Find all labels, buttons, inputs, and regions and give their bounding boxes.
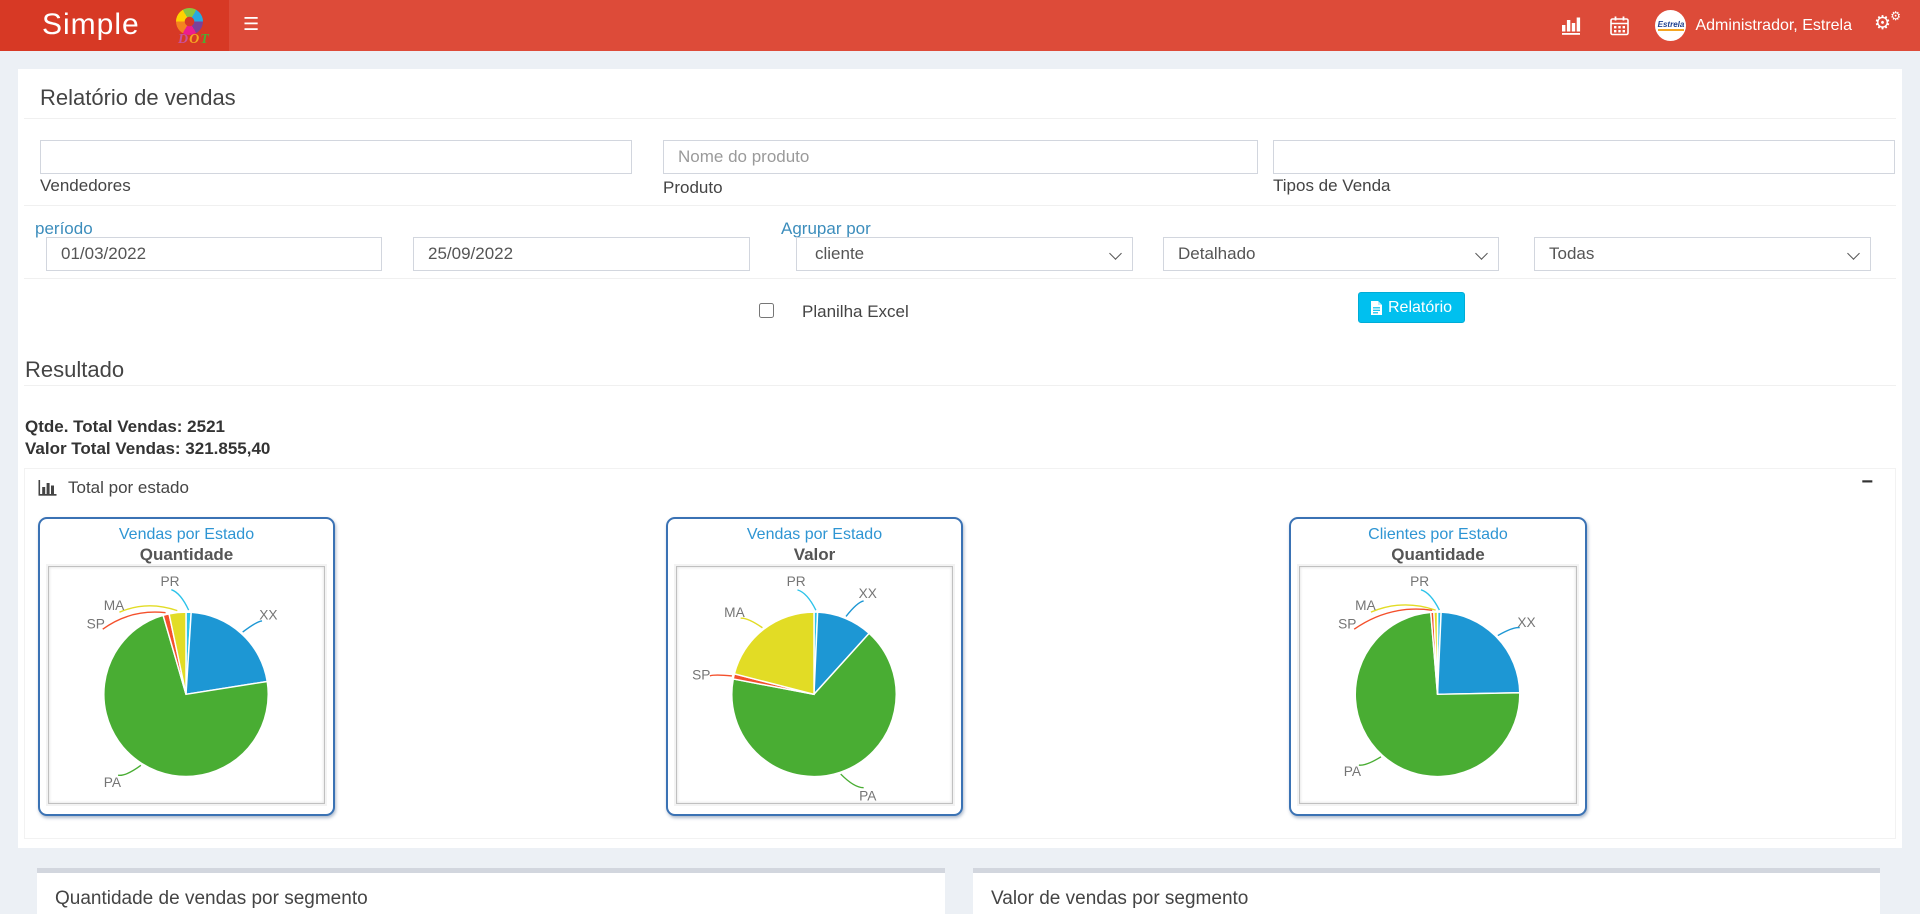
total-vendas-valor: Valor Total Vendas: 321.855,40: [25, 439, 271, 458]
svg-text:PA: PA: [859, 788, 877, 803]
svg-text:PR: PR: [787, 574, 806, 589]
segmento-quantidade-panel: Quantidade de vendas por segmento: [37, 868, 945, 914]
segmento-valor-panel: Valor de vendas por segmento: [973, 868, 1880, 914]
sidebar-toggle-icon[interactable]: ☰: [243, 14, 260, 34]
svg-text:XX: XX: [1517, 615, 1535, 630]
chart-subtitle: Quantidade: [139, 545, 234, 564]
file-report-icon: [1371, 300, 1382, 315]
svg-text:SP: SP: [87, 617, 105, 632]
result-title: Resultado: [25, 357, 125, 382]
chart-title: Vendas por Estado: [746, 526, 883, 543]
planilha-excel-checkbox[interactable]: [759, 303, 774, 318]
pie-plot-area: PR XX PA SP MA: [48, 566, 325, 804]
chart-vendas-valor: Vendas por Estado Valor PR XX PA SP MA: [666, 517, 963, 816]
chart-subtitle: Quantidade: [1391, 545, 1485, 564]
chart-subtitle: Valor: [793, 545, 836, 564]
svg-text:MA: MA: [104, 598, 125, 613]
vendedores-input[interactable]: [40, 140, 632, 174]
agrupar-por-select[interactable]: cliente: [796, 237, 1133, 271]
relatorio-button[interactable]: Relatório: [1358, 292, 1466, 323]
svg-text:XX: XX: [259, 608, 277, 623]
user-menu[interactable]: Administrador, Estrela: [1695, 16, 1852, 34]
svg-text:PA: PA: [1344, 764, 1362, 779]
divider: [24, 205, 1896, 206]
chart-vendas-quantidade: Vendas por Estado Quantidade PR XX PA SP MA: [38, 517, 335, 816]
chart-clientes-quantidade: Clientes por Estado Quantidade PR XX PA SP M…: [1289, 517, 1587, 816]
divider: [24, 118, 1896, 119]
app-name: Simple: [42, 8, 140, 41]
svg-text:SP: SP: [692, 667, 710, 682]
planilha-excel-label: Planilha Excel: [802, 302, 909, 321]
total-vendas-qty: Qtde. Total Vendas: 2521: [25, 417, 225, 436]
detalhamento-select[interactable]: Detalhado: [1163, 237, 1499, 271]
divider: [24, 385, 1896, 386]
report-box: Relatório de vendas Vendedores Produto T…: [18, 69, 1902, 848]
svg-text:PA: PA: [104, 775, 122, 790]
tipos-venda-label: Tipos de Venda: [1273, 176, 1391, 195]
pie-chart: PR XX PA SP MA: [1338, 574, 1536, 779]
chart-header-icon: [38, 480, 57, 496]
pie-plot-area: PR XX PA SP MA: [1299, 566, 1577, 804]
page-title: Relatório de vendas: [40, 85, 236, 110]
chart-title: Vendas por Estado: [118, 526, 255, 543]
pinwheel-logo-icon: [176, 8, 203, 35]
svg-text:PR: PR: [1410, 574, 1429, 589]
top-navbar: Simple DOT ☰: [0, 0, 1920, 51]
app-logo[interactable]: Simple DOT: [0, 0, 229, 51]
collapse-minus-button[interactable]: −: [1861, 471, 1873, 493]
svg-text:MA: MA: [1355, 598, 1376, 613]
agrupar-por-label: Agrupar por: [781, 219, 871, 238]
calendar-icon[interactable]: [1610, 16, 1630, 36]
panel-title: Total por estado: [68, 478, 189, 497]
chevron-down-icon: [1109, 247, 1122, 260]
panel-header: Total por estado: [38, 478, 189, 498]
chart-title: Clientes por Estado: [1368, 526, 1508, 543]
app-name-sub: DOT: [178, 32, 210, 47]
panel-title: Quantidade de vendas por segmento: [55, 888, 368, 909]
tipo-select[interactable]: Todas: [1534, 237, 1871, 271]
pie-plot-area: PR XX PA SP MA: [676, 566, 953, 804]
pie-chart: PR XX PA SP MA: [692, 574, 897, 803]
bar-chart-icon[interactable]: [1561, 16, 1582, 35]
produto-input[interactable]: [663, 140, 1258, 174]
periodo-to-input[interactable]: [413, 237, 750, 271]
periodo-from-input[interactable]: [46, 237, 382, 271]
gears-icon[interactable]: ⚙ ⚙: [1874, 8, 1901, 34]
total-por-estado-panel: Total por estado − Vendas por Estado Qua…: [24, 468, 1896, 839]
chevron-down-icon: [1847, 247, 1860, 260]
svg-text:PR: PR: [161, 574, 180, 589]
svg-text:MA: MA: [724, 605, 745, 620]
divider: [24, 278, 1896, 279]
panel-title: Valor de vendas por segmento: [991, 888, 1249, 909]
chevron-down-icon: [1475, 247, 1488, 260]
produto-label: Produto: [663, 178, 723, 197]
svg-text:XX: XX: [859, 586, 877, 601]
tipos-venda-input[interactable]: [1273, 140, 1895, 174]
vendedores-label: Vendedores: [40, 176, 131, 195]
svg-text:SP: SP: [1338, 617, 1356, 632]
user-avatar[interactable]: Estrela: [1655, 10, 1687, 41]
navbar-right: Estrela Administrador, Estrela ⚙ ⚙: [1561, 0, 1901, 51]
periodo-label: período: [35, 219, 93, 238]
pie-chart: PR XX PA SP MA: [87, 574, 278, 790]
